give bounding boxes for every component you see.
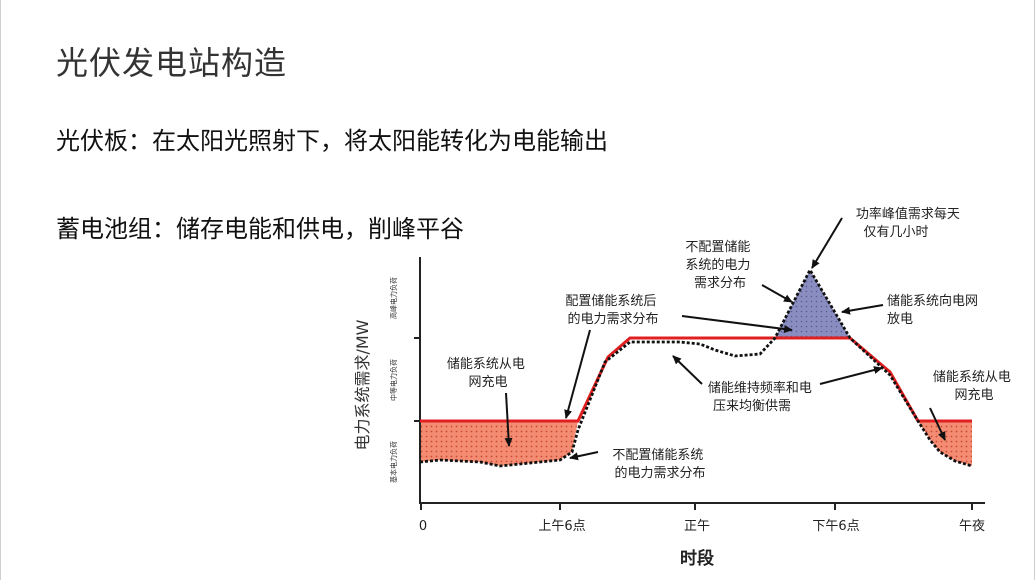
x-tick-label-6am: 上午6点 [538,519,585,534]
callout-charge-left-line2: 网充电 [468,374,507,390]
callout-charge-right: 储能系统从电 网充电 [933,370,1015,403]
arrow-without-storage-bottom [569,451,599,461]
callout-charge-left: 储能系统从电 网充电 [447,357,529,390]
arrow-with-storage-right [681,315,793,333]
callout-without-storage-top: 不配置储能 系统的电力 需求分布 [685,240,754,291]
slide-border-left [0,0,1,580]
callout-with-storage-line2: 的电力需求分布 [567,311,658,327]
curve-without-storage [419,267,973,468]
callout-discharge-line2: 放电 [887,312,913,327]
callout-charge-right-line2: 网充电 [954,387,993,403]
callout-peak-short: 功率峰值需求每天 仅有几小时 [856,206,964,240]
callout-with-storage: 配置储能系统后 的电力需求分布 [565,294,660,327]
arrow-regulation-left [672,355,703,385]
x-tick-label-6pm: 下午6点 [812,519,859,534]
arrow-with-storage [564,329,591,419]
x-axis-label: 时段 [680,548,714,569]
callout-regulation: 储能维持频率和电 压来均衡供需 [708,380,816,414]
slide-title: 光伏发电站构造 [56,44,288,82]
callout-regulation-line1: 储能维持频率和电 [708,380,812,396]
charge-area-left [420,421,578,466]
callout-peak-short-line1: 功率峰值需求每天 [856,206,960,222]
bullet-battery: 蓄电池组：储存电能和供电，削峰平谷 [56,215,464,243]
callout-without-storage-top-line3: 需求分布 [694,276,746,291]
callout-discharge-line1: 储能系统向电网 [887,293,978,309]
callout-charge-left-line1: 储能系统从电 [447,357,525,372]
callout-peak-short-line2: 仅有几小时 [863,225,928,240]
arrow-peak-short [811,217,843,269]
bullet-pv-panel: 光伏板：在太阳光照射下，将太阳能转化为电能输出 [56,127,608,155]
callout-charge-right-line1: 储能系统从电 [933,370,1011,385]
callout-without-storage-bottom-line1: 不配置储能系统 [612,448,703,463]
y-band-label-medium: 中等电力负荷 [389,359,398,401]
arrow-charge-right [929,407,946,441]
y-axis-label: 电力系统需求/MW [353,319,372,450]
x-tick-label-midnight: 午夜 [959,519,985,534]
callout-regulation-line2: 压来均衡供需 [713,399,791,414]
x-tick-label-0: 0 [419,519,427,534]
arrow-charge-left [504,392,513,447]
callout-discharge: 储能系统向电网 放电 [887,293,982,327]
callout-without-storage-bottom-line2: 的电力需求分布 [614,465,705,481]
discharge-area [775,270,850,338]
y-band-label-base: 基本电力负荷 [389,441,398,483]
arrow-discharge [841,304,884,315]
y-band-label-peak: 高峰电力负荷 [389,277,398,319]
callout-without-storage-top-line2: 系统的电力 [685,257,750,273]
callout-without-storage-top-line1: 不配置储能 [685,240,750,255]
callout-with-storage-line1: 配置储能系统后 [565,294,656,309]
arrow-without-storage-top [761,284,793,303]
callout-without-storage-bottom: 不配置储能系统 的电力需求分布 [612,448,707,481]
arrow-regulation-right [819,366,883,385]
charge-area-right [918,421,972,466]
x-tick-label-noon: 正午 [684,519,710,534]
